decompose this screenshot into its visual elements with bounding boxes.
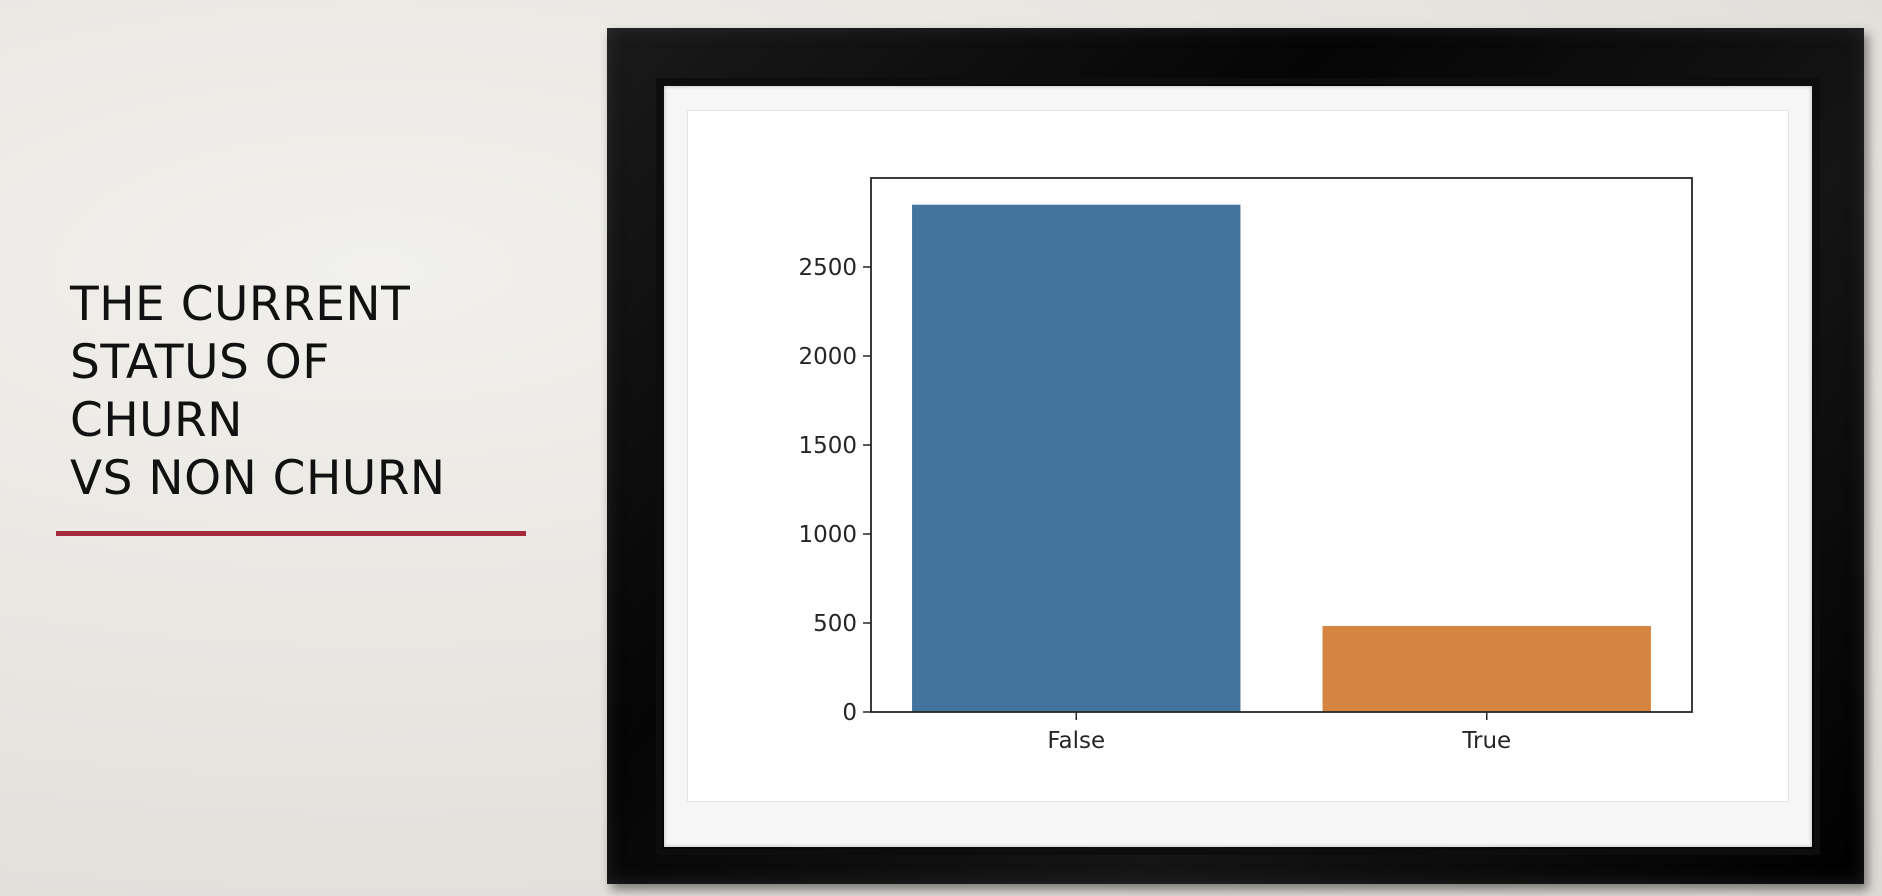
slide-title: THE CURRENT STATUS OF CHURN VS NON CHURN: [70, 276, 530, 508]
chart-container: False True 0 500 1000 1500 2000 2500: [687, 110, 1789, 802]
slide-title-line: THE CURRENT: [70, 277, 411, 332]
x-tick-label: True: [1461, 728, 1511, 754]
frame-inner-bevel: [656, 78, 1820, 855]
bar-chart: False True 0 500 1000 1500 2000 2500: [798, 177, 1693, 754]
bar-true: [1322, 626, 1651, 712]
y-tick-label: 0: [842, 700, 857, 726]
y-tick-label: 2500: [798, 255, 857, 281]
bar-false: [912, 204, 1241, 712]
y-tick-label: 1500: [798, 433, 857, 459]
slide-title-line: STATUS OF: [70, 335, 330, 390]
y-tick-label: 2000: [798, 344, 857, 370]
y-tick-label: 1000: [798, 522, 857, 548]
y-tick-label: 500: [813, 611, 857, 637]
picture-frame: False True 0 500 1000 1500 2000 2500: [607, 28, 1864, 884]
title-underline-rule: [56, 531, 526, 536]
slide-title-line: VS NON CHURN: [70, 451, 446, 506]
picture-mat: False True 0 500 1000 1500 2000 2500: [664, 86, 1812, 847]
plot-spines: [870, 177, 1693, 713]
x-tick-label: False: [1047, 728, 1105, 754]
slide-title-line: CHURN: [70, 393, 243, 448]
